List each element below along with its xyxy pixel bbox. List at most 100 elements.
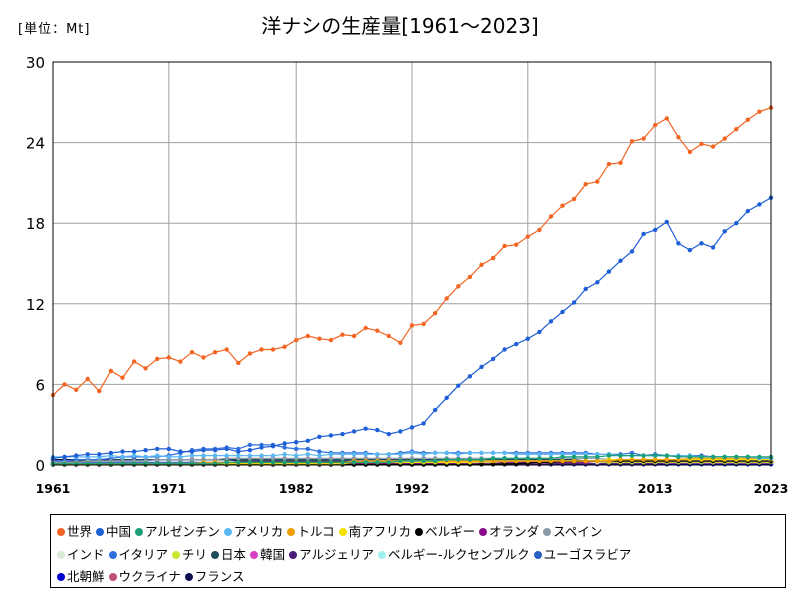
data-point <box>363 325 368 331</box>
legend-entry: ベルギー <box>415 521 475 540</box>
legend-entry: 北朝鮮 <box>57 566 105 585</box>
data-point <box>571 454 577 460</box>
legend-entry: インド <box>57 544 105 563</box>
data-point <box>317 434 322 439</box>
data-point <box>155 453 160 458</box>
data-point <box>294 446 299 452</box>
data-point <box>595 458 600 464</box>
legend-label: ユーゴスラビア <box>543 547 632 562</box>
data-point <box>537 456 542 461</box>
data-point <box>178 454 183 460</box>
x-tick-label: 1992 <box>395 481 430 496</box>
data-point <box>583 286 588 292</box>
chart-title: 洋ナシの生産量[1961〜2023] <box>261 14 539 38</box>
data-point <box>606 458 612 464</box>
data-point <box>653 227 658 233</box>
data-point <box>444 450 449 456</box>
data-point <box>143 448 148 453</box>
data-point <box>131 449 137 454</box>
data-point <box>317 460 322 465</box>
data-point <box>212 448 218 453</box>
data-point <box>757 202 762 207</box>
series-0 <box>50 105 774 398</box>
legend-label: 世界 <box>67 524 93 539</box>
data-point <box>502 450 507 456</box>
data-point <box>305 456 310 461</box>
y-tick-label: 18 <box>26 215 45 233</box>
data-point <box>548 456 554 461</box>
data-point <box>583 458 588 464</box>
data-point <box>421 452 426 457</box>
legend-entry: アメリカ <box>223 521 284 540</box>
data-point <box>571 196 577 202</box>
data-point <box>398 429 403 434</box>
legend-marker <box>108 573 117 581</box>
legend-entry: スペイン <box>543 521 602 540</box>
data-point <box>212 453 218 458</box>
data-point <box>224 453 229 458</box>
data-point <box>155 457 160 462</box>
legend-entry: 日本 <box>211 544 246 563</box>
data-point <box>745 454 750 460</box>
legend-label: イタリア <box>118 547 169 562</box>
data-point <box>409 425 415 430</box>
data-point <box>560 203 565 208</box>
legend-label: スペイン <box>553 524 603 539</box>
legend-marker <box>223 528 232 536</box>
data-point <box>618 457 623 462</box>
data-point <box>757 454 762 460</box>
data-point <box>421 458 426 464</box>
data-point <box>710 245 716 250</box>
data-point <box>282 460 287 465</box>
data-point <box>328 456 334 461</box>
data-point <box>618 453 623 458</box>
data-point <box>143 454 148 460</box>
data-point <box>74 453 79 458</box>
legend-marker <box>57 528 65 536</box>
data-point <box>178 359 183 364</box>
legend-marker <box>211 551 220 559</box>
legend-marker <box>287 528 296 536</box>
data-point <box>664 453 669 458</box>
data-point <box>490 255 496 261</box>
legend-marker <box>184 573 193 581</box>
data-point <box>641 231 646 237</box>
data-point <box>502 347 507 352</box>
data-point <box>734 127 739 132</box>
data-point <box>97 452 102 457</box>
data-point <box>641 136 646 141</box>
legend-entry: アルゼンチン <box>135 521 220 540</box>
legend-label: ベルギー <box>425 524 476 539</box>
data-point <box>467 374 473 379</box>
data-point <box>537 329 542 335</box>
data-point <box>270 444 276 449</box>
data-point <box>305 460 310 465</box>
data-point <box>398 340 403 345</box>
data-point <box>155 356 160 362</box>
data-point <box>317 336 322 341</box>
data-point <box>583 454 588 460</box>
legend-label: チリ <box>182 547 208 562</box>
legend-entry: 中国 <box>96 521 131 540</box>
data-point <box>166 446 171 452</box>
legend-label: アルジェリア <box>299 547 374 562</box>
data-point <box>259 460 264 465</box>
data-point <box>282 445 287 450</box>
data-point <box>282 441 287 446</box>
data-point <box>676 241 681 246</box>
data-point <box>745 208 750 214</box>
data-point <box>305 446 310 452</box>
legend-entry: 南アフリカ <box>338 521 411 540</box>
legend-label: アメリカ <box>233 524 284 539</box>
data-point <box>120 454 125 460</box>
legend-entry: イタリア <box>108 544 169 563</box>
legend-marker <box>57 573 65 581</box>
legend: 世界 中国 アルゼンチン アメリカ トルコ 南アフリカ ベルギー オランダ スペイン インド イタ… <box>50 514 786 588</box>
y-tick-label: 30 <box>26 54 45 72</box>
data-point <box>386 460 391 465</box>
data-point <box>189 453 195 458</box>
data-point <box>62 454 67 460</box>
data-point <box>745 117 750 123</box>
data-point <box>375 427 380 433</box>
data-point <box>548 319 554 324</box>
